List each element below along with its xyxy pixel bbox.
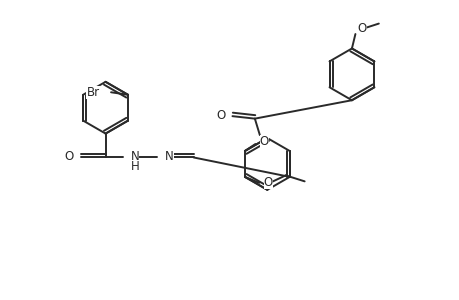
Text: O: O: [263, 176, 273, 189]
Text: O: O: [64, 151, 73, 164]
Text: Br: Br: [86, 86, 100, 99]
Text: O: O: [357, 22, 366, 35]
Text: O: O: [259, 134, 269, 148]
Text: H: H: [131, 160, 140, 173]
Text: O: O: [216, 109, 225, 122]
Text: N: N: [130, 151, 139, 164]
Text: N: N: [164, 151, 173, 164]
